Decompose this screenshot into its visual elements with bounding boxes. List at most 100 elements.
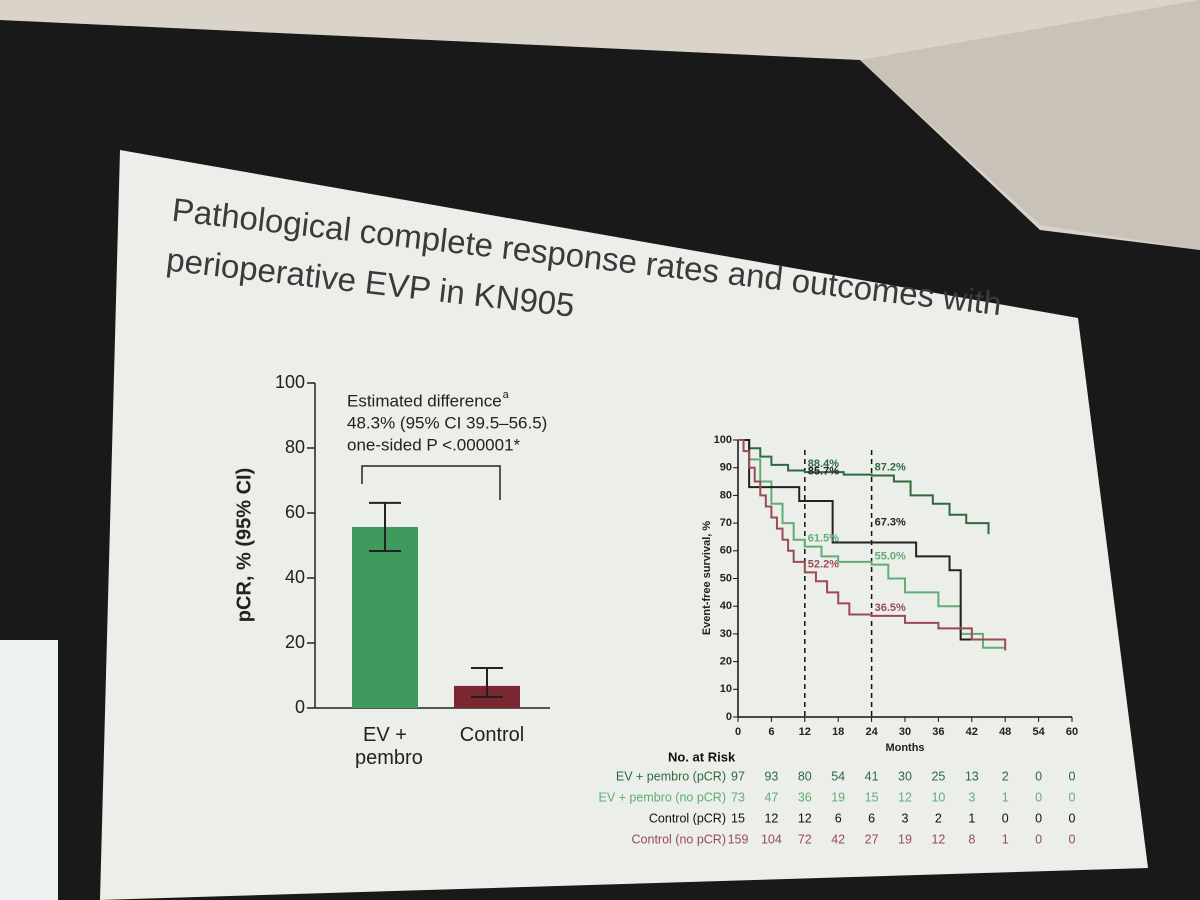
risk-count: 0 [1002,811,1009,825]
risk-count: 6 [835,811,842,825]
risk-count: 25 [931,769,945,783]
x-tick-label: 24 [865,726,878,738]
y-tick-label: 100 [714,434,732,446]
x-tick-label: 6 [768,726,774,738]
risk-count: 15 [865,790,879,804]
risk-count: 97 [731,769,745,783]
annotation: 48.3% (95% CI 39.5–56.5) [347,413,547,432]
risk-count: 3 [968,790,975,804]
x-tick-label: 42 [966,726,978,738]
annotation: 55.0% [875,551,906,563]
y-tick-label: 40 [285,567,305,587]
risk-count: 42 [831,832,845,846]
error-bar [471,667,503,698]
annotation: Estimated difference [347,391,502,410]
annotation: 61.5% [808,533,839,545]
risk-count: 47 [764,790,778,804]
risk-count: 36 [798,790,812,804]
survival-curve [738,439,1007,651]
risk-count: 13 [965,769,979,783]
risk-count: 15 [731,811,745,825]
x-tick-label: EV + pembro [355,724,423,769]
y-tick-label: 60 [720,545,732,557]
x-tick-label: 18 [832,726,844,738]
risk-count: 93 [764,769,778,783]
risk-count: 19 [831,790,845,804]
risk-count: 0 [1069,769,1076,783]
risk-count: 1 [968,811,975,825]
error-bar [369,501,401,553]
risk-count: 30 [898,769,912,783]
risk-count: 27 [865,832,879,846]
risk-count: 12 [798,811,812,825]
x-tick-label: 0 [735,726,741,738]
risk-count: 159 [728,832,749,846]
side-screen [0,640,58,900]
y-tick-label: 0 [295,697,305,717]
risk-count: 0 [1069,832,1076,846]
annotation: 36.5% [875,602,906,614]
risk-count: 0 [1035,832,1042,846]
bracket [361,465,501,500]
x-tick-label: 12 [799,726,811,738]
annotation: 88.4% [808,458,839,470]
x-tick-label: Control [459,724,525,746]
risk-count: 8 [968,832,975,846]
annotation: one-sided P <.000001* [347,435,521,454]
annotation-superscript: a [503,389,510,401]
annotation: 52.2% [808,558,839,570]
risk-count: 2 [1002,769,1009,783]
risk-count: 0 [1035,769,1042,783]
y-tick-label: 0 [726,711,732,723]
y-tick-label: 60 [285,502,305,522]
risk-count: 6 [868,811,875,825]
y-tick-label: 70 [720,517,732,529]
slide [100,150,1148,900]
risk-count: 12 [764,811,778,825]
risk-count: 1 [1002,832,1009,846]
risk-count: 80 [798,769,812,783]
risk-row-label: EV + pembro (pCR) [616,769,726,783]
x-tick-label: 36 [932,726,944,738]
risk-count: 3 [902,811,909,825]
risk-count: 104 [761,832,782,846]
risk-count: 0 [1069,811,1076,825]
risk-count: 0 [1035,790,1042,804]
risk-row-label: EV + pembro (no pCR) [599,790,726,804]
risk-count: 2 [935,811,942,825]
y-tick-label: 30 [720,628,732,640]
y-axis-label: pCR, % (95% CI) [233,468,255,622]
risk-count: 54 [831,769,845,783]
risk-row-label: Control (no pCR) [632,832,726,846]
y-tick-label: 10 [720,683,732,695]
x-tick-label: 30 [899,726,911,738]
annotation: 67.3% [875,516,906,528]
ceiling [860,0,1200,250]
x-tick-label: 54 [1032,726,1045,738]
y-tick-label: 100 [275,372,305,392]
y-tick-label: 40 [720,600,732,612]
risk-row-label: Control (pCR) [649,811,726,825]
risk-count: 73 [731,790,745,804]
y-tick-label: 20 [285,632,305,652]
survival-curve [738,439,978,641]
risk-count: 1 [1002,790,1009,804]
y-tick-label: 20 [720,656,732,668]
x-axis-label: Months [885,742,924,754]
survival-curve [738,439,1006,649]
risk-table-title: No. at Risk [668,749,736,764]
risk-count: 12 [931,832,945,846]
risk-count: 0 [1035,811,1042,825]
y-tick-label: 80 [720,489,732,501]
y-tick-label: 90 [720,462,732,474]
bar [352,526,418,708]
y-axis-label: Event-free survival, % [701,521,713,636]
risk-count: 41 [865,769,879,783]
x-tick-label: 60 [1066,726,1078,738]
y-tick-label: 50 [720,572,732,584]
risk-count: 12 [898,790,912,804]
risk-count: 72 [798,832,812,846]
annotation: 85.7% [808,466,839,478]
